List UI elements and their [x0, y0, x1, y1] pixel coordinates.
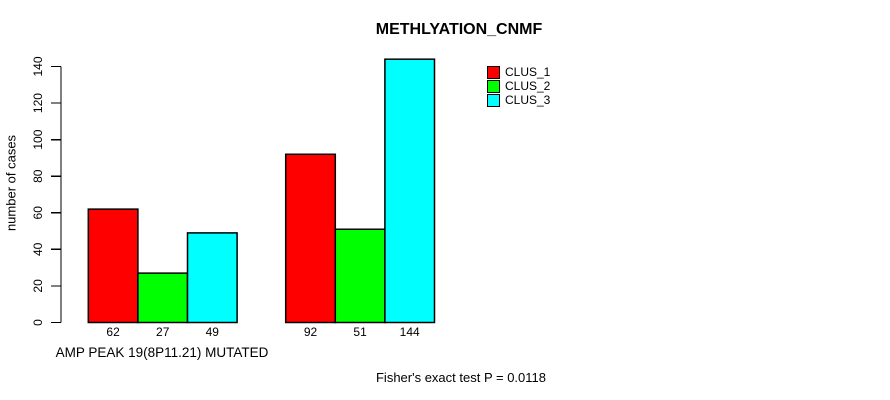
y-tick-label: 100	[31, 129, 45, 149]
bar-value-label: 92	[304, 325, 318, 339]
legend-swatch-clus2	[487, 79, 500, 93]
bar-clus_2-group1	[137, 272, 189, 324]
bar-clus_3-group1	[186, 232, 238, 324]
y-tick-label: 140	[31, 56, 45, 76]
legend: CLUS_1 CLUS_2 CLUS_3	[487, 65, 550, 107]
legend-swatch-clus1	[487, 65, 500, 79]
legend-swatch-clus3	[487, 93, 500, 107]
bar-clus_1-group1	[87, 208, 139, 324]
chart-title: METHLYATION_CNMF	[375, 21, 543, 38]
y-tick-label: 80	[31, 169, 45, 183]
bar-value-label: 51	[353, 325, 367, 339]
y-tick-label: 20	[31, 279, 45, 293]
bar-value-label: 49	[206, 325, 220, 339]
legend-label-clus1: CLUS_1	[505, 65, 551, 79]
legend-row-clus2: CLUS_2	[487, 79, 550, 93]
legend-row-clus1: CLUS_1	[487, 65, 550, 79]
fisher-test-annotation: Fisher's exact test P = 0.0118	[375, 370, 547, 385]
x-category-label: AMP PEAK 19(8P11.21) MUTATED	[55, 345, 269, 360]
legend-row-clus3: CLUS_3	[487, 93, 550, 107]
bar-clus_1-group2	[284, 153, 337, 324]
bar-value-label: 144	[400, 325, 420, 339]
legend-label-clus3: CLUS_3	[505, 93, 551, 107]
y-tick-label: 40	[31, 242, 45, 256]
bar-clus_2-group2	[334, 228, 386, 324]
bar-value-label: 27	[156, 325, 170, 339]
y-tick-label: 0	[31, 319, 45, 326]
y-tick-label: 120	[31, 93, 45, 113]
legend-label-clus2: CLUS_2	[505, 79, 551, 93]
y-tick-label: 60	[31, 206, 45, 220]
bar-clus_3-group2	[384, 58, 436, 324]
y-axis-label: number of cases	[3, 134, 19, 232]
bar-value-label: 62	[106, 325, 120, 339]
